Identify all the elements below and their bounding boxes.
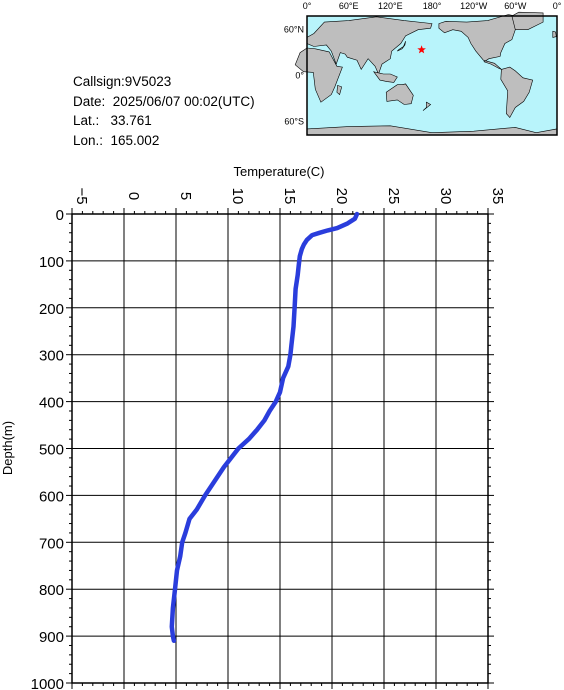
y-tick-label: 0 [56,207,64,224]
map-lon-label: 0° [303,1,312,11]
world-map: 0° 60°E 120°E 180° 120°W 60°W 0° 60°N 0° 60°S [284,1,562,136]
land [438,14,516,70]
y-tick-label: 200 [39,301,64,318]
callsign-text: Callsign:9V5023 [73,74,172,89]
profile-info: Callsign:9V5023 Date: 2025/06/07 00:02(U… [73,72,255,150]
location-marker-star-icon [417,45,426,54]
x-tick-label: 20 [333,188,350,205]
map-lon-label: 60°E [339,1,359,11]
land [372,71,398,83]
lat-text: Lat.: 33.761 [73,113,152,128]
y-tick-label: 700 [39,535,64,552]
land [500,66,534,119]
x-tick-label: 0 [125,192,142,200]
y-tick-label: 300 [39,348,64,365]
x-tick-label: 15 [281,188,298,205]
map-lon-label: 120°E [378,1,403,11]
y-tick-label: 800 [39,582,64,599]
map-lat-label: 60°S [284,116,304,126]
x-tick-label: 30 [437,188,454,205]
land [397,41,406,52]
y-tick-label: 100 [39,254,64,271]
map-lon-label: 0° [553,1,562,11]
map-lon-label: 60°W [504,1,527,11]
x-tick-label: 35 [489,188,506,205]
map-frame [306,15,558,136]
x-axis-title: Temperature(C) [233,164,324,179]
y-axis-title: Depth(m) [0,421,15,475]
land [552,30,557,38]
map-lon-label: 180° [423,1,442,11]
map-lat-label: 60°N [284,25,304,35]
plot-frame [71,213,489,684]
land [336,84,343,96]
y-tick-label: 600 [39,488,64,505]
lon-text: Lon.: 165.002 [73,132,160,148]
date-text: Date: 2025/06/07 00:02(UTC) [73,93,255,109]
y-tick-label: 400 [39,395,64,412]
temperature-profile-line [169,211,360,644]
land [422,101,432,111]
y-tick-label: 900 [39,629,64,646]
x-tick-label: 25 [385,188,402,205]
map-lat-label: 0° [295,71,304,81]
y-tick-label: 500 [39,442,64,459]
x-tick-label: −5 [73,187,90,204]
land [306,16,433,75]
x-tick-label: 10 [229,188,246,205]
x-tick-label: 5 [177,192,194,200]
map-lon-label: 120°W [460,1,488,11]
y-tick-label: 1000 [31,676,64,690]
land [385,83,414,105]
